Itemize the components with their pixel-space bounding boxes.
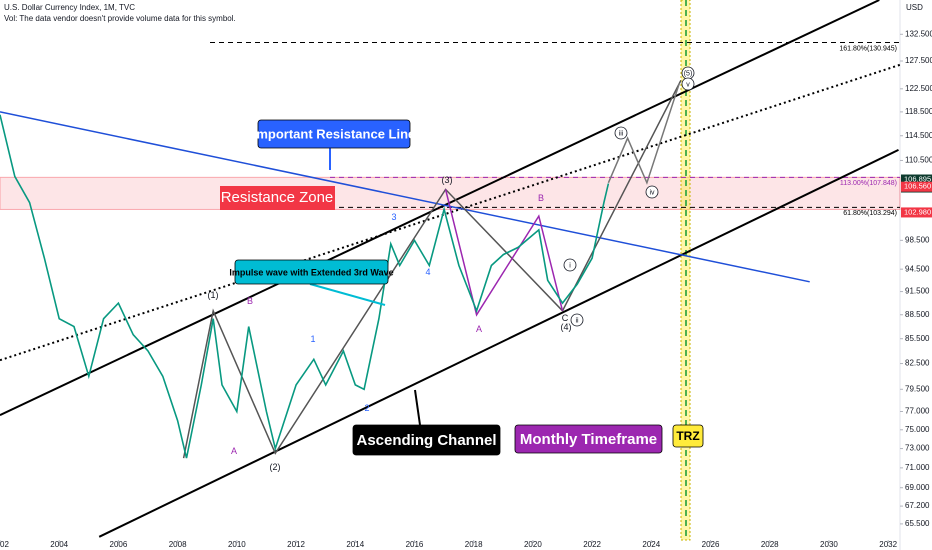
- y-tick-label: 73.000: [905, 444, 930, 453]
- x-tick-label: 2026: [702, 540, 720, 549]
- y-tick-label: 110.500: [905, 156, 932, 165]
- callout-text: Monthly Timeframe: [520, 431, 657, 448]
- trend-line: [98, 148, 899, 538]
- trend-line: [182, 80, 682, 459]
- callout-box: [672, 424, 704, 448]
- callout-text: TRZ: [676, 429, 699, 443]
- callout-text: Important Resistance Line: [253, 126, 416, 141]
- y-tick-label: 65.500: [905, 519, 930, 528]
- price-line: [0, 114, 610, 459]
- price-tag: [901, 207, 932, 218]
- y-tick-label: 82.500: [905, 359, 930, 368]
- x-tick-label: 2006: [110, 540, 128, 549]
- y-tick-label: 69.000: [905, 483, 930, 492]
- wave-label: 4: [425, 267, 430, 277]
- y-tick-label: 98.500: [905, 235, 930, 244]
- callout-text: Impulse wave with Extended 3rd Wave: [229, 267, 393, 277]
- callout-text: Ascending Channel: [356, 432, 496, 449]
- x-tick-label: 2022: [583, 540, 601, 549]
- wave-circle: [570, 313, 584, 327]
- y-tick-label: 132.500: [905, 29, 932, 38]
- trend-line: [444, 189, 564, 317]
- wave-label: A: [476, 324, 482, 334]
- y-tick-label: 79.500: [905, 384, 930, 393]
- y-tick-label: 85.500: [905, 334, 930, 343]
- x-tick-label: 2008: [169, 540, 187, 549]
- x-tick-label: 2012: [287, 540, 305, 549]
- y-tick-label: 122.500: [905, 84, 932, 93]
- x-tick-label: 2016: [406, 540, 424, 549]
- x-tick-label: 2020: [524, 540, 542, 549]
- x-tick-label: 2004: [50, 540, 68, 549]
- wave-label: ii: [575, 317, 579, 324]
- wave-circle: [614, 126, 628, 140]
- callout-box: [257, 119, 411, 149]
- y-tick-label: 94.500: [905, 264, 930, 273]
- wave-label: A: [231, 446, 237, 456]
- trend-line: [0, 111, 810, 283]
- y-tick-label: 91.500: [905, 287, 930, 296]
- wave-label: v: [686, 81, 690, 88]
- x-tick-label: 02: [0, 540, 9, 549]
- y-tick-label: 77.000: [905, 407, 930, 416]
- y-tick-label: 67.200: [905, 501, 930, 510]
- callout-box: [234, 259, 389, 285]
- callout-pointer: [414, 389, 421, 426]
- zone-label-bg: [220, 186, 335, 210]
- callout-box: [514, 424, 663, 454]
- y-tick-label: 88.500: [905, 310, 930, 319]
- chart-subtitle: Vol: The data vendor doesn't provide vol…: [4, 14, 236, 23]
- wave-label: 1: [310, 334, 315, 344]
- wave-label: (3): [442, 175, 453, 185]
- wave-circle: [645, 185, 659, 199]
- trend-line: [0, 0, 880, 417]
- wave-label: (2): [270, 462, 281, 472]
- y-tick-label: 118.500: [905, 107, 932, 116]
- chart-title: U.S. Dollar Currency Index, 1M, TVC: [4, 3, 135, 12]
- wave-label: 3: [391, 212, 396, 222]
- zone-label: Resistance Zone: [221, 189, 334, 206]
- wave-label: B: [538, 193, 544, 203]
- fib-level-label: 61.80%(103.294): [843, 210, 897, 217]
- y-tick-label: 114.500: [905, 131, 932, 140]
- wave-label: (1): [208, 290, 219, 300]
- wave-circle: [681, 77, 695, 91]
- x-tick-label: 2010: [228, 540, 246, 549]
- wave-label: (5): [684, 70, 693, 77]
- x-tick-label: 2024: [642, 540, 660, 549]
- callout-box: [352, 424, 501, 456]
- price-tag: [901, 181, 932, 192]
- fib-level-label: 161.80%(130.945): [839, 45, 897, 52]
- y-axis-label: USD: [906, 3, 923, 12]
- x-tick-label: 2030: [820, 540, 838, 549]
- trend-line: [607, 82, 681, 185]
- fib-level-label: 113.00%(107.848): [840, 180, 897, 187]
- x-tick-label: 2032: [879, 540, 897, 549]
- wave-label: i: [569, 262, 571, 269]
- price-tag-label: 106.895: [904, 174, 931, 183]
- x-tick-label: 2018: [465, 540, 483, 549]
- wave-label: B: [247, 296, 253, 306]
- price-tag-label: 106.560: [904, 182, 931, 191]
- wave-label: (4): [561, 322, 572, 332]
- x-tick-label: 2014: [346, 540, 364, 549]
- y-tick-label: 71.000: [905, 463, 930, 472]
- wave-circle: [563, 258, 577, 272]
- wave-label: C: [562, 313, 569, 323]
- wave-label: iii: [619, 130, 624, 137]
- y-tick-label: 127.500: [905, 56, 932, 65]
- x-tick-label: 2028: [761, 540, 779, 549]
- callout-pointer: [309, 283, 386, 306]
- y-tick-label: 75.000: [905, 425, 930, 434]
- wave-label: iv: [649, 189, 655, 196]
- price-tag-label: 102.980: [904, 207, 931, 216]
- wave-label: 2: [364, 403, 369, 413]
